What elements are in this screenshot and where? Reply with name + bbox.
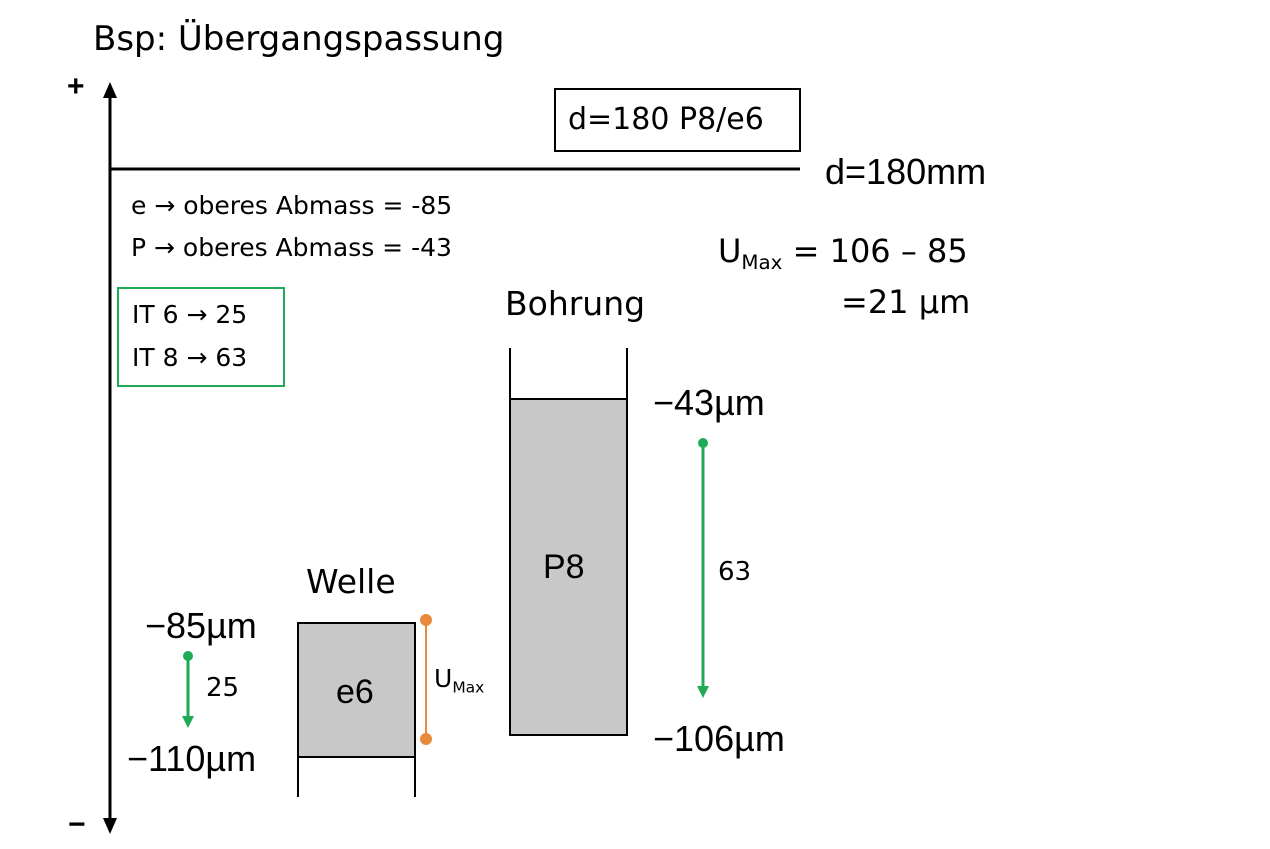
it8-text: IT 8 → 63 xyxy=(132,343,248,372)
bohrung-title: Bohrung xyxy=(505,284,646,323)
axis-plus-label: + xyxy=(67,70,85,103)
spec-label: d=180 P8/e6 xyxy=(568,102,764,137)
deviation-p-text: P → oberes Abmass = -43 xyxy=(131,233,452,262)
umax-result: =21 µm xyxy=(841,283,971,321)
bohrung-field-label: P8 xyxy=(543,548,585,586)
page-title: Bsp: Übergangspassung xyxy=(93,19,505,59)
bohrung-lower-deviation: −106µm xyxy=(653,718,785,759)
umax-marker-top-dot xyxy=(420,614,432,626)
axis-minus-label: − xyxy=(68,808,86,841)
tolerance-63-arrowhead xyxy=(697,686,709,698)
umax-marker-sub: Max xyxy=(452,678,485,697)
it6-text: IT 6 → 25 xyxy=(132,300,248,329)
umax-formula: UMax = 106 – 85 xyxy=(718,235,968,273)
axis-arrow-up xyxy=(103,82,117,98)
bohrung-upper-deviation: −43µm xyxy=(653,382,765,423)
tolerance-63-label: 63 xyxy=(718,557,752,587)
umax-formula-rest: = 106 – 85 xyxy=(782,232,968,270)
umax-formula-sub: Max xyxy=(741,250,783,274)
tolerance-25-label: 25 xyxy=(206,673,240,703)
welle-lower-deviation: −110µm xyxy=(127,738,257,779)
welle-upper-deviation: −85µm xyxy=(145,605,257,646)
deviation-e-text: e → oberes Abmass = -85 xyxy=(131,191,453,220)
bohrung-tolerance-field xyxy=(509,398,628,736)
tolerance-box xyxy=(117,287,285,387)
umax-marker-label: UMax xyxy=(434,666,484,696)
nominal-label: d=180mm xyxy=(825,151,987,192)
umax-marker-u: U xyxy=(434,664,453,693)
tolerance-25-arrowhead xyxy=(182,716,194,728)
umax-marker-bottom-dot xyxy=(420,733,432,745)
spec-box xyxy=(554,88,801,152)
umax-formula-u: U xyxy=(718,232,742,270)
welle-title: Welle xyxy=(306,562,396,601)
welle-field-label: e6 xyxy=(336,673,374,711)
welle-tolerance-field xyxy=(297,622,416,758)
axis-arrow-down xyxy=(103,818,117,834)
